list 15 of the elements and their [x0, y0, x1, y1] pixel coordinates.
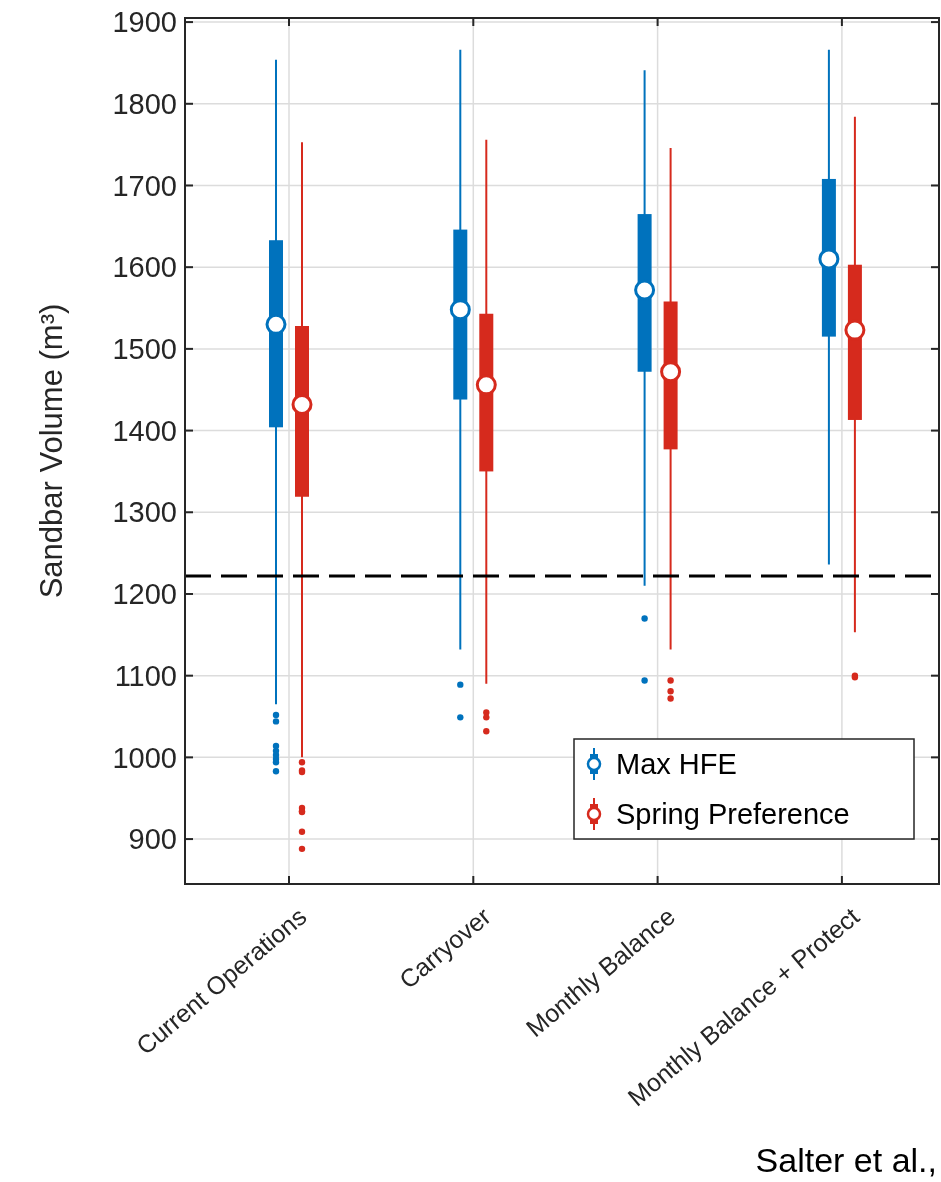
y-tick-label: 1100: [114, 659, 177, 692]
y-tick-label: 1500: [112, 333, 177, 366]
y-tick-label: 1800: [112, 87, 177, 120]
y-tick-label: 1200: [112, 578, 177, 611]
y-tick-label: 1000: [112, 741, 177, 774]
y-tick-label: 900: [128, 823, 177, 856]
y-tick-label: 1300: [112, 496, 177, 529]
legend-label: Spring Preference: [616, 798, 850, 831]
legend-label: Max HFE: [616, 748, 737, 781]
y-tick-label: 1700: [112, 169, 177, 202]
y-axis-title: Sandbar Volume (m³): [34, 303, 69, 599]
y-tick-label: 1400: [112, 414, 177, 447]
y-tick-label: 1600: [112, 251, 177, 284]
text: Salter et al.,: [755, 1141, 937, 1179]
y-tick-label: 1900: [112, 6, 177, 39]
